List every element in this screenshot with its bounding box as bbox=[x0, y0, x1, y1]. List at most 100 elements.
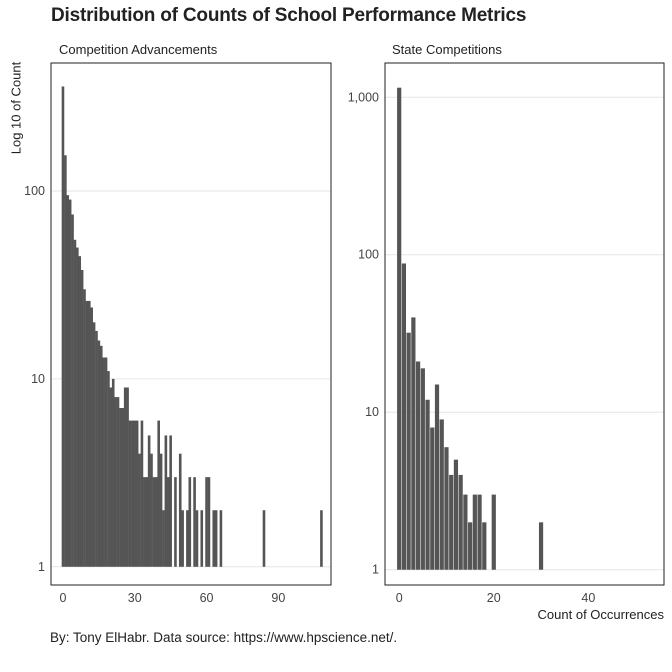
bar bbox=[178, 453, 182, 567]
panel-title: Competition Advancements bbox=[59, 42, 218, 57]
y-tick-label: 10 bbox=[365, 405, 379, 419]
bar bbox=[472, 494, 477, 570]
bar bbox=[463, 494, 468, 570]
bar bbox=[169, 435, 172, 567]
bar bbox=[420, 368, 425, 570]
bar bbox=[68, 199, 72, 567]
y-tick-label: 100 bbox=[358, 248, 379, 262]
bar bbox=[119, 408, 122, 567]
bar bbox=[444, 447, 449, 570]
bar bbox=[401, 263, 407, 570]
bar bbox=[85, 300, 89, 567]
bar bbox=[411, 317, 416, 570]
bar bbox=[416, 361, 421, 570]
bar bbox=[135, 420, 139, 567]
bar bbox=[397, 87, 402, 570]
bar bbox=[212, 510, 216, 567]
bar bbox=[61, 86, 65, 567]
bar bbox=[76, 247, 79, 567]
panel-border bbox=[50, 62, 332, 586]
bar bbox=[200, 510, 204, 567]
bar bbox=[468, 522, 473, 570]
y-tick-label: 1 bbox=[372, 563, 379, 577]
bar bbox=[320, 510, 323, 567]
bar bbox=[83, 289, 86, 567]
bar bbox=[538, 522, 544, 570]
bar bbox=[126, 387, 129, 567]
bar bbox=[102, 357, 105, 567]
x-tick-label: 20 bbox=[487, 591, 501, 605]
y-tick-label: 1 bbox=[38, 560, 45, 574]
bar bbox=[482, 522, 487, 570]
bar bbox=[73, 239, 77, 567]
bar bbox=[207, 477, 211, 567]
bar bbox=[406, 332, 411, 570]
bar bbox=[453, 459, 459, 570]
y-tick-label: 1,000 bbox=[348, 90, 379, 104]
bar bbox=[181, 510, 184, 567]
bar bbox=[193, 477, 196, 567]
bar bbox=[78, 256, 82, 567]
bar bbox=[111, 378, 115, 567]
bar bbox=[80, 269, 84, 567]
bar bbox=[174, 477, 177, 567]
x-axis-label: Count of Occurrences bbox=[537, 607, 664, 622]
bar bbox=[133, 420, 137, 567]
bar bbox=[114, 397, 117, 567]
bar bbox=[143, 477, 146, 567]
x-tick-label: 0 bbox=[396, 591, 403, 605]
bar bbox=[162, 510, 165, 567]
bar bbox=[90, 307, 93, 567]
bar bbox=[99, 345, 103, 567]
x-tick-label: 60 bbox=[200, 591, 214, 605]
bar bbox=[64, 155, 67, 567]
bar bbox=[121, 408, 125, 567]
bar bbox=[95, 330, 98, 567]
bar bbox=[195, 510, 199, 567]
chart-caption: By: Tony ElHabr. Data source: https://ww… bbox=[50, 630, 398, 645]
bar bbox=[159, 453, 163, 567]
bar bbox=[123, 387, 127, 567]
bar bbox=[104, 357, 108, 567]
bar bbox=[166, 477, 170, 567]
y-tick-label: 100 bbox=[24, 184, 45, 198]
bar bbox=[128, 420, 132, 567]
bar bbox=[138, 453, 141, 567]
bar bbox=[97, 340, 101, 567]
x-tick-label: 30 bbox=[128, 591, 142, 605]
bar bbox=[109, 387, 113, 567]
bar bbox=[140, 420, 144, 567]
bar bbox=[116, 397, 120, 567]
bar bbox=[214, 510, 218, 567]
bar bbox=[131, 420, 134, 567]
bar bbox=[219, 510, 223, 567]
bar bbox=[205, 477, 208, 567]
bar bbox=[425, 399, 430, 570]
bar bbox=[188, 477, 192, 567]
bar bbox=[434, 384, 440, 570]
bar bbox=[449, 474, 454, 570]
bar bbox=[477, 494, 482, 570]
panel-title: State Competitions bbox=[392, 42, 502, 57]
y-tick-label: 10 bbox=[31, 372, 45, 386]
bar bbox=[186, 510, 189, 567]
bar bbox=[147, 435, 151, 567]
bar bbox=[152, 477, 156, 567]
bar bbox=[439, 419, 444, 570]
x-tick-label: 90 bbox=[271, 591, 285, 605]
panel-border bbox=[384, 62, 665, 586]
bar bbox=[430, 427, 435, 570]
bar bbox=[92, 322, 96, 567]
bar bbox=[491, 494, 496, 570]
x-tick-label: 0 bbox=[59, 591, 66, 605]
bar bbox=[145, 477, 149, 567]
bar bbox=[262, 510, 266, 567]
chart-title: Distribution of Counts of School Perform… bbox=[51, 5, 527, 26]
bar bbox=[458, 474, 463, 570]
bar bbox=[154, 477, 158, 567]
bar bbox=[157, 420, 160, 567]
x-tick-label: 40 bbox=[581, 591, 595, 605]
bar bbox=[150, 453, 153, 567]
bar bbox=[71, 214, 74, 567]
